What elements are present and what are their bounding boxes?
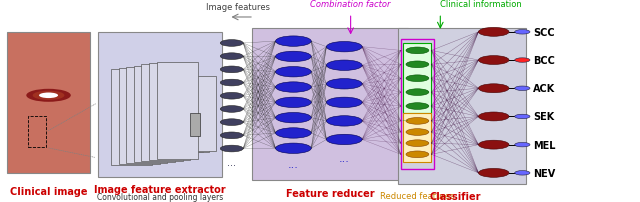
FancyBboxPatch shape [190,77,216,151]
Circle shape [479,169,509,177]
FancyBboxPatch shape [403,44,431,114]
FancyBboxPatch shape [126,67,168,163]
Circle shape [406,118,429,125]
Circle shape [406,89,429,96]
Text: MEL: MEL [533,140,556,150]
Circle shape [406,62,429,68]
Circle shape [276,82,311,93]
Text: Image feature extractor: Image feature extractor [94,184,226,194]
Circle shape [515,143,530,147]
Text: NEV: NEV [533,168,556,178]
Text: Convolutional and pooling layers: Convolutional and pooling layers [97,192,223,201]
Text: ACK: ACK [533,84,556,94]
Text: Image features: Image features [206,3,270,12]
Circle shape [276,67,311,78]
Circle shape [479,84,509,93]
FancyBboxPatch shape [157,63,198,159]
Circle shape [515,87,530,91]
Circle shape [220,145,243,152]
Circle shape [326,135,362,145]
Text: Combination factor: Combination factor [310,0,391,9]
Text: ...: ... [339,153,349,163]
Circle shape [326,79,362,89]
Circle shape [479,113,509,121]
Circle shape [276,37,311,47]
FancyBboxPatch shape [184,78,209,152]
Circle shape [220,54,243,60]
Circle shape [406,129,429,136]
Circle shape [515,59,530,63]
Text: SEK: SEK [533,112,554,122]
Circle shape [39,93,58,99]
Text: BCC: BCC [533,56,555,66]
Circle shape [220,67,243,73]
Circle shape [479,28,509,37]
Text: Classifier: Classifier [430,191,481,201]
FancyBboxPatch shape [403,114,431,162]
FancyBboxPatch shape [111,70,152,166]
Circle shape [220,106,243,113]
Text: Feature reducer: Feature reducer [285,188,374,198]
Circle shape [515,31,530,35]
FancyBboxPatch shape [172,80,196,154]
Circle shape [406,48,429,55]
Bar [190,114,200,136]
Bar [28,117,46,148]
Circle shape [479,141,509,149]
FancyBboxPatch shape [178,79,203,153]
Circle shape [406,103,429,110]
Circle shape [515,115,530,119]
Text: Clinical image: Clinical image [10,186,87,196]
Circle shape [515,171,530,175]
Circle shape [479,56,509,65]
Circle shape [220,40,243,47]
Circle shape [276,113,311,123]
Circle shape [326,98,362,108]
FancyBboxPatch shape [149,64,190,160]
Circle shape [406,140,429,147]
Circle shape [276,143,311,154]
Text: SCC: SCC [533,28,555,38]
FancyBboxPatch shape [7,33,90,173]
Circle shape [276,98,311,108]
Circle shape [276,128,311,139]
Circle shape [406,76,429,82]
Circle shape [220,93,243,100]
Text: Clinical information: Clinical information [440,0,522,9]
Circle shape [276,52,311,62]
Text: ...: ... [227,157,236,167]
FancyBboxPatch shape [252,29,408,180]
Text: ...: ... [401,113,408,122]
Text: ...: ... [288,159,299,169]
Circle shape [326,116,362,126]
Circle shape [220,119,243,126]
FancyBboxPatch shape [98,33,222,177]
Text: Reduced features: Reduced features [380,191,454,200]
FancyBboxPatch shape [165,81,190,155]
Circle shape [33,91,65,100]
Circle shape [220,132,243,139]
Circle shape [326,42,362,53]
Circle shape [26,89,71,102]
FancyBboxPatch shape [398,29,525,184]
Circle shape [220,80,243,86]
Circle shape [326,61,362,71]
Circle shape [406,151,429,158]
FancyBboxPatch shape [118,68,160,164]
FancyBboxPatch shape [134,66,175,162]
FancyBboxPatch shape [141,65,183,161]
